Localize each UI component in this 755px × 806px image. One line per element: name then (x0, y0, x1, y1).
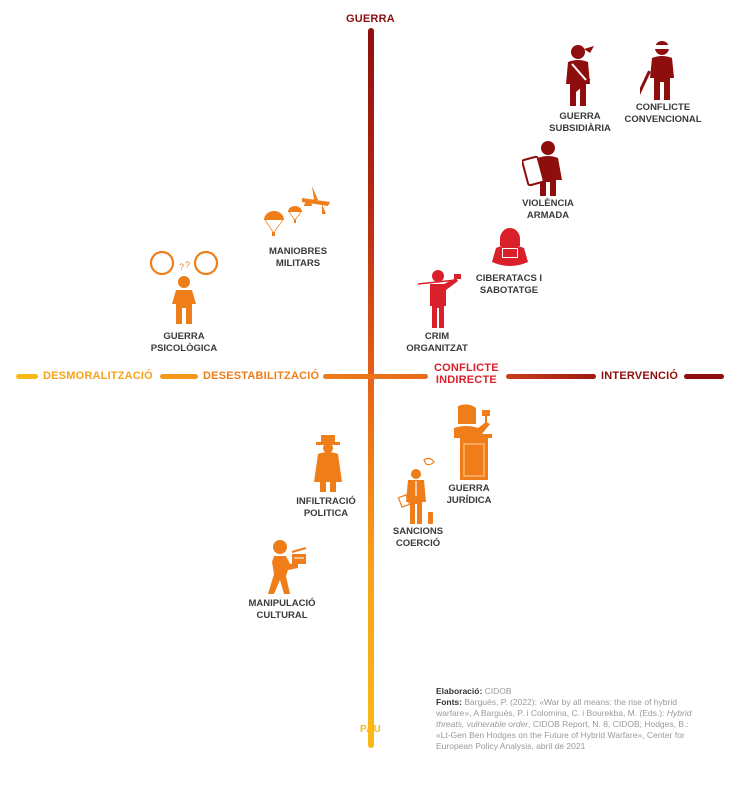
label-line: GUERRA (448, 483, 490, 494)
horizontal-axis-segment (16, 374, 38, 379)
svg-text:?: ? (179, 262, 184, 272)
riot-police-icon (522, 141, 562, 196)
label-line: SANCIONS (392, 526, 444, 537)
item-label-sancions-coercio: SANCIONS COERCIÓ (393, 526, 443, 550)
label-line: CONVENCIONAL (624, 114, 702, 125)
horizontal-axis-segment (160, 374, 198, 379)
item-label-guerra-juridica: GUERRA JURÍDICA (447, 483, 492, 507)
svg-text:?: ? (185, 260, 190, 270)
label-line: POLITICA (303, 508, 349, 519)
hacker-laptop-icon (492, 227, 528, 266)
fonts-text: Bargués, P. (2022): «War by all means: t… (436, 697, 677, 718)
label-line: GUERRA (163, 331, 205, 342)
label-line: SABOTATGE (479, 285, 539, 296)
label-line: COERCIÓ (395, 538, 441, 549)
label-line: CONFLICTE (635, 102, 691, 113)
soldier-icon (640, 41, 674, 100)
film-clapper-icon (268, 540, 307, 594)
item-label-violencia-armada: VIOLÈNCIA ARMADA (522, 198, 574, 222)
fonts-label: Fonts: (436, 697, 462, 707)
judge-gavel-icon (454, 404, 492, 480)
item-label-crim-organitzat: CRIM ORGANITZAT (406, 331, 468, 355)
axis-label-conflicte-indirecte: CONFLICTE INDIRECTE (434, 362, 499, 386)
spy-trenchcoat-icon (314, 435, 342, 492)
axis-label-desestabilitzacio: DESESTABILITZACIÓ (203, 370, 320, 382)
axis-label-pau: PAU (360, 724, 381, 735)
label-line: CULTURAL (256, 610, 308, 621)
label-line: GUERRA (559, 111, 601, 122)
item-label-ciberatacs: CIBERATACS I SABOTATGE (476, 273, 542, 297)
elaboracio-line: Elaboració: CIDOB (436, 686, 698, 697)
item-label-guerra-psicologica: GUERRA PSICOLÒGICA (151, 331, 218, 355)
label-line: MANIPULACIÓ (248, 598, 316, 609)
vertical-axis (368, 28, 374, 748)
elaboracio-label: Elaboració: (436, 686, 483, 696)
item-label-infiltracio-politica: INFILTRACIÓ POLITICA (296, 496, 355, 520)
plane-parachutes-icon (264, 186, 330, 236)
label-line: MILITARS (275, 258, 321, 269)
label-line: CRIM (424, 331, 450, 342)
guerrilla-fighter-icon (566, 45, 594, 106)
axis-label-line: CONFLICTE (434, 362, 499, 374)
label-line: PSICOLÒGICA (150, 343, 218, 354)
item-label-conflicte-convencional: CONFLICTE CONVENCIONAL (624, 102, 701, 126)
horizontal-axis-segment (684, 374, 724, 379)
axis-label-desmoralitzacio: DESMORALITZACIÓ (43, 370, 153, 382)
axis-label-intervencio: INTERVENCIÓ (601, 370, 679, 382)
label-line: SUBSIDIÀRIA (549, 123, 611, 134)
label-line: JURÍDICA (446, 495, 492, 506)
label-line: CIBERATACS I (475, 273, 543, 284)
label-line: ORGANITZAT (406, 343, 468, 354)
sources-note: Elaboració: CIDOB Fonts: Bargués, P. (20… (436, 686, 698, 752)
gangster-gun-icon (417, 270, 461, 328)
axis-label-guerra: GUERRA (346, 13, 395, 25)
elaboracio-value: CIDOB (484, 686, 512, 696)
axis-label-line: INDIRECTE (435, 374, 497, 386)
confused-person-icon: ? ? (149, 250, 219, 324)
item-label-guerra-subsidiaria: GUERRA SUBSIDIÀRIA (549, 111, 611, 135)
fonts-title-italic: Hybrid threats, vulnerable order (436, 708, 692, 729)
label-line: INFILTRACIÓ (296, 496, 356, 507)
fonts-line: Fonts: Bargués, P. (2022): «War by all m… (436, 697, 698, 752)
horizontal-axis-segment (506, 374, 596, 379)
sad-businessman-icon (398, 457, 435, 524)
fonts-text: , CIDOB Report, N. 8, CIDOB; Hodges, B.:… (436, 719, 689, 751)
label-line: MANIOBRES (268, 246, 328, 257)
item-label-maniobres-militars: MANIOBRES MILITARS (269, 246, 327, 270)
label-line: ARMADA (526, 210, 570, 221)
label-line: VIOLÈNCIA (522, 198, 574, 209)
horizontal-axis-segment (323, 374, 428, 379)
item-label-manipulacio-cultural: MANIPULACIÓ CULTURAL (248, 598, 315, 622)
